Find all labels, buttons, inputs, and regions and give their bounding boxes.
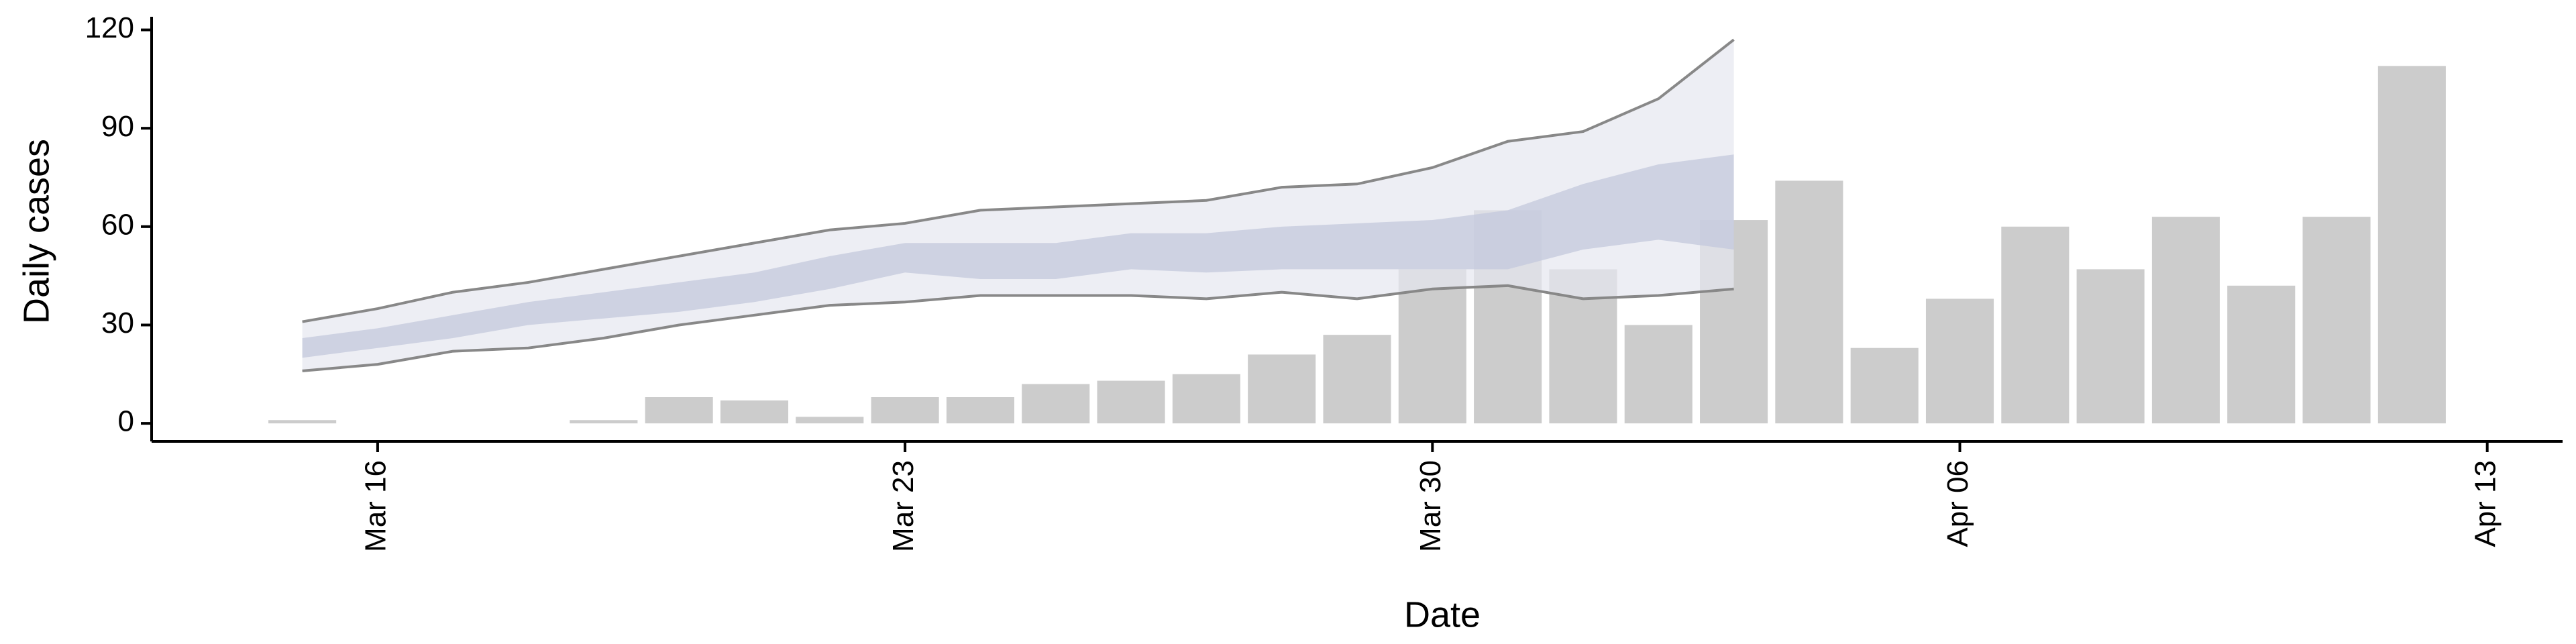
forecast-line: [302, 38, 1735, 323]
x-tick-label: Mar 16: [360, 460, 392, 552]
y-tick-label: 60: [101, 208, 134, 241]
y-tick-label: 90: [101, 110, 134, 143]
bar: [720, 400, 789, 424]
bar: [2302, 217, 2371, 424]
bar: [796, 417, 864, 424]
y-tick-label: 0: [118, 405, 134, 438]
forecast-line: [302, 284, 1734, 372]
x-axis-title: Date: [1404, 594, 1481, 635]
bar: [1323, 335, 1391, 424]
x-tick-label: Apr 06: [1941, 460, 1974, 547]
bar: [1624, 325, 1693, 424]
x-tick-label: Mar 23: [887, 460, 920, 552]
bar: [871, 397, 939, 424]
bar: [1398, 269, 1466, 424]
bar: [1022, 384, 1090, 424]
bar: [2227, 285, 2296, 424]
y-axis-title: Daily cases: [16, 139, 56, 324]
bar: [1775, 180, 1843, 424]
bar: [2001, 226, 2070, 424]
y-tick-label: 120: [85, 11, 134, 44]
bar: [1248, 354, 1316, 424]
bar: [645, 397, 713, 424]
bar: [1850, 347, 1919, 424]
bar: [570, 420, 638, 424]
bar: [1925, 299, 1994, 424]
bar: [1172, 374, 1240, 424]
x-tick-label: Mar 30: [1414, 460, 1447, 552]
y-tick-label: 30: [101, 307, 134, 339]
bar: [946, 397, 1014, 424]
forecast-inner-band: [302, 154, 1734, 358]
bar: [2151, 217, 2220, 424]
bar: [2076, 269, 2145, 424]
bar: [1097, 380, 1165, 424]
bar: [2377, 66, 2446, 424]
x-tick-label: Apr 13: [2469, 460, 2502, 547]
bar: [268, 420, 337, 424]
